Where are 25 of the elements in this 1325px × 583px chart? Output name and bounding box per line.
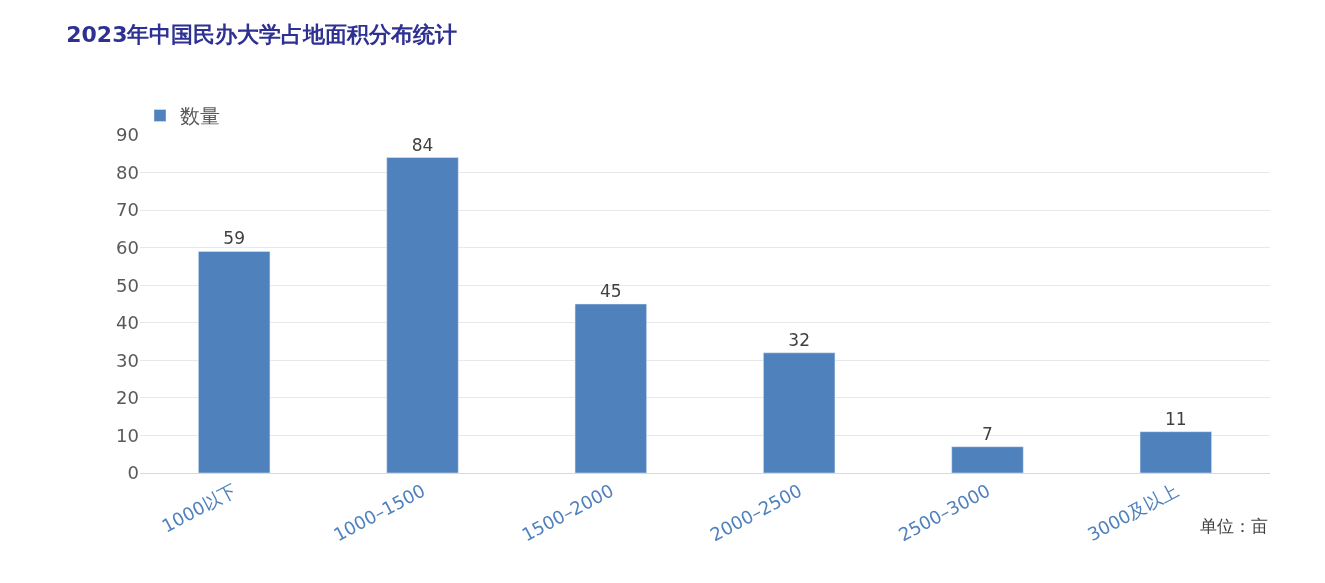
y-tick-label: 20 [116, 387, 139, 409]
bar [574, 303, 647, 473]
chart-title: 2023年中国民办大学占地面积分布统计 [66, 21, 458, 47]
data-label: 32 [788, 329, 810, 350]
data-label: 84 [411, 134, 434, 155]
y-tick-label: 40 [116, 312, 139, 334]
legend-label: 数量 [180, 104, 220, 129]
bar [198, 251, 271, 473]
bar [386, 157, 459, 473]
y-tick-label: 70 [116, 199, 139, 221]
y-tick-label: 80 [116, 161, 139, 183]
y-tick-label: 10 [116, 424, 139, 446]
bar [763, 352, 836, 473]
y-tick-label: 50 [116, 274, 139, 296]
y-tick-label: 30 [116, 349, 139, 371]
bar [951, 446, 1024, 473]
y-tick-label: 90 [116, 124, 139, 146]
data-label: 11 [1165, 408, 1187, 429]
text: 单位：亩 [1200, 516, 1268, 536]
data-label: 45 [600, 281, 622, 301]
bar [1139, 431, 1212, 473]
data-label: 7 [982, 423, 993, 444]
y-tick-label: 0 [127, 462, 139, 484]
y-tick-label: 60 [116, 236, 139, 258]
data-label: 59 [223, 228, 245, 249]
